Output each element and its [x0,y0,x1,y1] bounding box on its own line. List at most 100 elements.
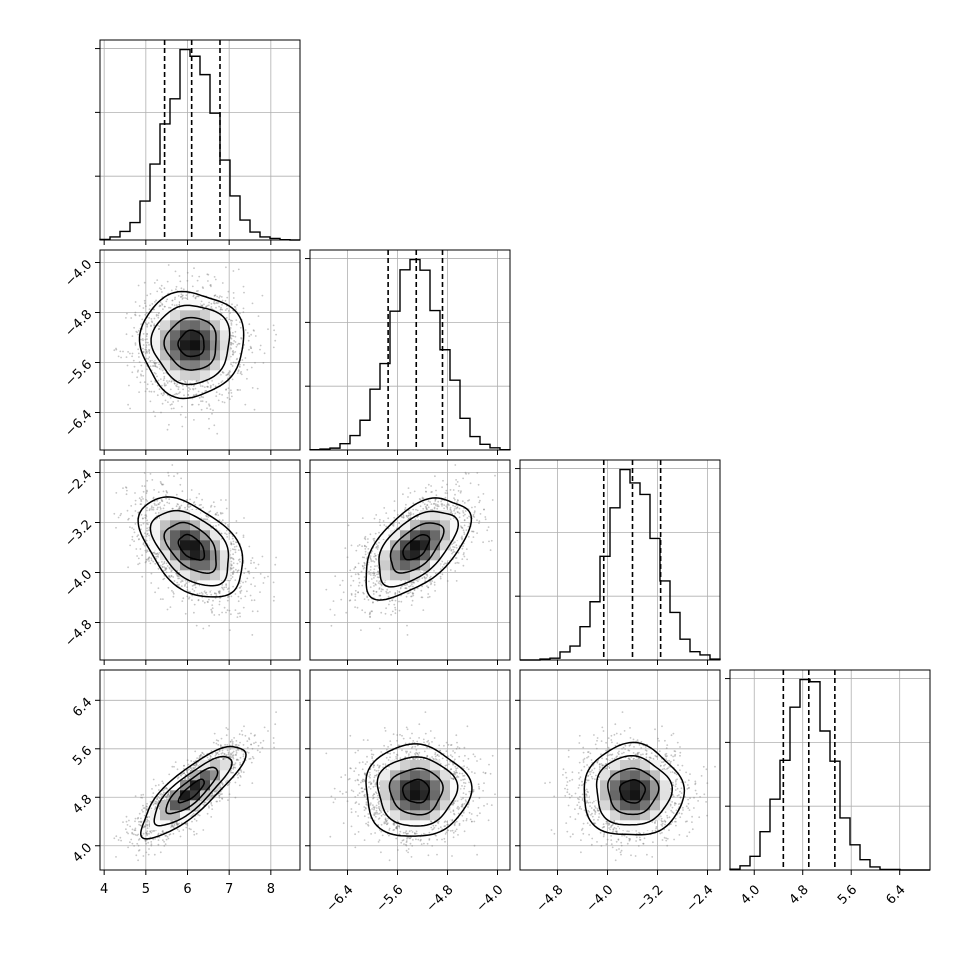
sample-point [166,608,169,611]
sample-point [168,423,170,426]
sample-point [427,506,430,509]
sample-point [134,499,137,502]
sample-point [181,600,184,602]
sample-point [244,357,247,359]
sample-point [222,371,225,374]
sample-point [182,384,184,387]
y-tick-label: −4.8 [62,617,95,650]
sample-point [246,332,249,334]
sample-point [210,306,213,308]
density-cell [170,370,181,381]
sample-point [216,432,219,435]
sample-point [119,350,122,353]
sample-point [146,500,149,502]
sample-point [452,546,454,548]
sample-point [457,562,460,564]
sample-point [160,288,163,291]
sample-point [150,325,152,327]
sample-point [412,594,415,597]
sample-point [145,344,148,347]
sample-point [240,597,243,600]
sample-point [150,380,153,383]
sample-point [441,486,443,489]
sample-point [429,501,431,503]
sample-point [129,526,131,528]
sample-point [141,496,143,498]
sample-point [341,579,344,582]
sample-point [117,355,120,358]
sample-point [146,351,149,354]
sample-point [251,557,254,559]
sample-point [162,394,164,397]
sample-point [138,391,141,393]
sample-point [234,593,237,595]
sample-point [393,500,396,502]
sample-point [205,401,208,403]
sample-point [254,585,256,587]
sample-point [226,609,229,612]
sample-point [182,597,185,600]
sample-point [393,509,396,512]
sample-point [385,590,388,593]
sample-point [126,509,129,512]
sample-point [177,577,180,580]
density-cell [160,320,171,331]
sample-point [218,603,221,606]
sample-point [224,532,227,535]
sample-point [141,554,144,557]
sample-point [179,391,181,394]
sample-point [152,496,155,499]
sample-point [263,352,266,355]
sample-point [183,394,185,397]
sample-point [163,504,166,507]
sample-point [195,393,197,396]
sample-point [168,498,171,501]
sample-point [221,303,223,306]
sample-point [162,372,165,375]
sample-point [157,556,160,558]
sample-point [217,514,220,516]
sample-point [235,545,238,548]
sample-point [232,353,235,356]
sample-point [143,472,146,474]
sample-point [166,280,169,283]
sample-point [227,310,230,312]
sample-point [154,301,156,303]
sample-point [455,544,458,547]
sample-point [140,373,142,376]
sample-point [192,502,195,504]
sample-point [152,506,155,509]
sample-point [171,303,174,306]
sample-point [146,294,149,297]
sample-point [196,279,199,282]
sample-point [150,557,153,560]
sample-point [202,506,205,509]
sample-point [143,281,146,284]
sample-point [149,360,152,363]
sample-point [139,548,142,550]
sample-point [160,411,162,414]
sample-point [191,403,193,406]
sample-point [211,412,213,415]
sample-point [155,504,158,506]
sample-point [201,286,204,288]
sample-point [406,634,409,636]
sample-point [210,608,213,611]
sample-point [242,364,245,366]
sample-point [257,315,260,317]
sample-point [182,288,185,291]
sample-point [230,389,232,392]
sample-point [161,384,163,387]
sample-point [210,285,212,288]
sample-point [146,529,149,532]
sample-point [137,284,140,287]
sample-point [364,548,367,550]
sample-point [404,507,407,509]
sample-point [225,586,228,589]
sample-point [131,527,134,529]
sample-point [239,321,241,323]
sample-point [156,508,159,511]
sample-point [462,545,464,547]
panel-frame [99,39,301,241]
sample-point [166,298,169,301]
